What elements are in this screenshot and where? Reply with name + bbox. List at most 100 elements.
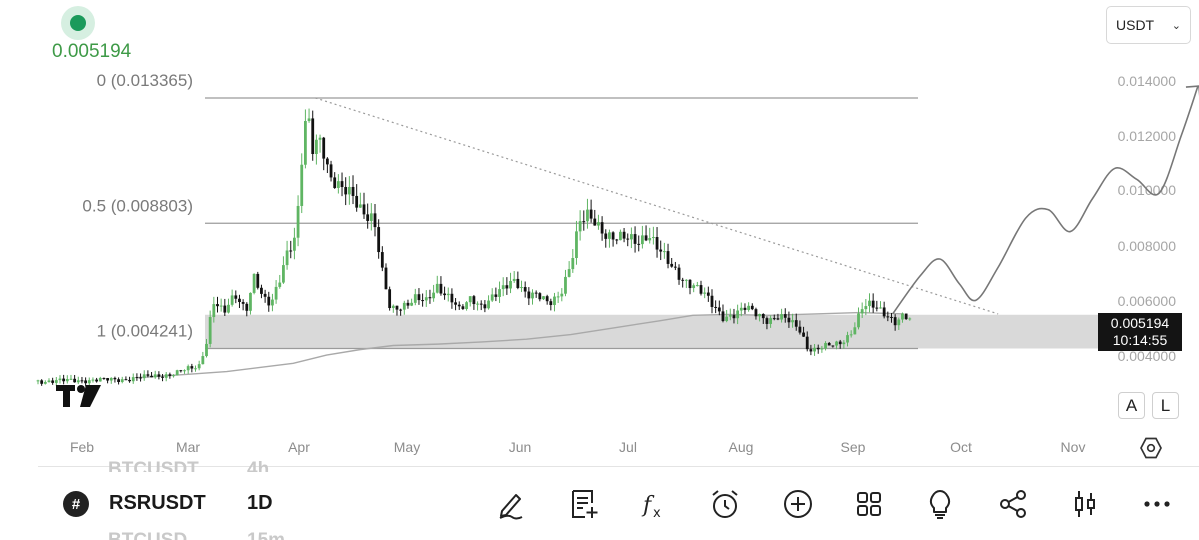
candle-body (677, 267, 681, 280)
symbol-name[interactable]: RSRUSDT (109, 492, 206, 514)
candle-body (512, 278, 516, 281)
candle-body (893, 317, 897, 326)
candle-body (681, 279, 685, 281)
candle-body (633, 234, 637, 244)
candle-body (619, 231, 622, 241)
x-month-label: Oct (950, 439, 972, 455)
candle-body (296, 205, 300, 238)
candle-body (692, 285, 696, 289)
candle-body (908, 318, 912, 320)
candle-body (728, 315, 732, 317)
more-dots-icon[interactable] (1139, 486, 1175, 522)
candle-body (223, 305, 227, 313)
chart-settings-icon[interactable] (1139, 436, 1163, 460)
candle-body (69, 378, 73, 380)
symbol-hash-icon[interactable]: # (63, 491, 89, 517)
candle-body (47, 380, 51, 383)
candle-body (586, 209, 589, 222)
candle-body (743, 307, 747, 310)
alarm-clock-icon[interactable] (707, 486, 743, 522)
candle-body (190, 366, 194, 369)
candle-body (150, 375, 153, 378)
candle-body (282, 265, 285, 283)
next-timeframe-ghost: 15m (247, 530, 285, 540)
candle-body (838, 341, 842, 345)
candle-body (153, 374, 157, 378)
candle-body (813, 347, 816, 352)
x-month-label: Aug (729, 439, 754, 455)
candle-body (410, 302, 414, 306)
log-scale-button[interactable]: L (1152, 392, 1179, 419)
candle-body (175, 370, 179, 376)
candle-body (329, 164, 333, 178)
candle-body (611, 232, 615, 240)
candle-body (424, 297, 428, 301)
candle-body (303, 121, 307, 165)
candle-body (732, 315, 736, 319)
candle-body (809, 349, 813, 352)
notes-add-icon[interactable] (566, 486, 602, 522)
candle-body (831, 345, 835, 347)
candle-body (135, 377, 139, 379)
candle-body (487, 300, 490, 309)
candle-body (849, 334, 853, 336)
candle-body (402, 302, 406, 310)
candle-body (102, 377, 106, 379)
add-circle-icon[interactable] (780, 486, 816, 522)
candle-body (597, 222, 600, 226)
currency-select[interactable]: USDT ⌄ (1106, 6, 1191, 44)
candle-body (80, 380, 84, 382)
candle-body (58, 378, 62, 381)
candle-body (377, 227, 381, 253)
candle-body (827, 342, 831, 346)
candle-body (362, 204, 366, 215)
chevron-down-icon: ⌄ (1171, 19, 1181, 32)
candle-body (95, 379, 99, 382)
candle-body (446, 293, 450, 296)
candle-body (391, 305, 395, 309)
timeframe[interactable]: 1D (247, 492, 273, 514)
candle-body (54, 380, 58, 383)
candle-body (688, 279, 692, 289)
candle-body (380, 252, 384, 268)
candle-body (516, 278, 520, 288)
candle-body (260, 287, 263, 294)
candle-body (758, 313, 762, 317)
candle-body (556, 296, 560, 298)
candle-body (575, 231, 578, 259)
candle-body (388, 289, 392, 309)
ideas-lightbulb-icon[interactable] (922, 486, 958, 522)
candle-body (622, 231, 626, 239)
candle-body (520, 287, 523, 289)
candle-body (505, 285, 509, 289)
candle-body (534, 292, 538, 294)
last-price-value: 0.005194 (1110, 315, 1170, 331)
candle-body (630, 234, 633, 240)
x-month-label: Sep (841, 439, 866, 455)
candle-body (212, 304, 216, 318)
candle-body (553, 296, 556, 306)
candle-body (142, 374, 146, 379)
candle-body (73, 378, 77, 383)
candle-body (333, 177, 337, 188)
tradingview-logo-icon (56, 385, 101, 407)
draw-pen-icon[interactable] (493, 486, 529, 522)
candle-body (241, 302, 245, 304)
chart-style-icon[interactable] (1067, 486, 1103, 522)
candle-body (355, 195, 359, 208)
auto-scale-button[interactable]: A (1118, 392, 1145, 419)
share-icon[interactable] (995, 486, 1031, 522)
layout-grid-icon[interactable] (851, 486, 887, 522)
trendline (315, 97, 999, 315)
candle-body (673, 266, 677, 268)
candle-body (736, 310, 740, 319)
fib-level-label: 0.5 (0.008803) (82, 196, 193, 215)
x-month-label: Apr (288, 439, 310, 455)
candle-body (457, 304, 461, 307)
candle-body (794, 320, 798, 327)
candle-body (501, 285, 505, 290)
candle-body (285, 250, 289, 266)
candle-body (322, 137, 326, 159)
